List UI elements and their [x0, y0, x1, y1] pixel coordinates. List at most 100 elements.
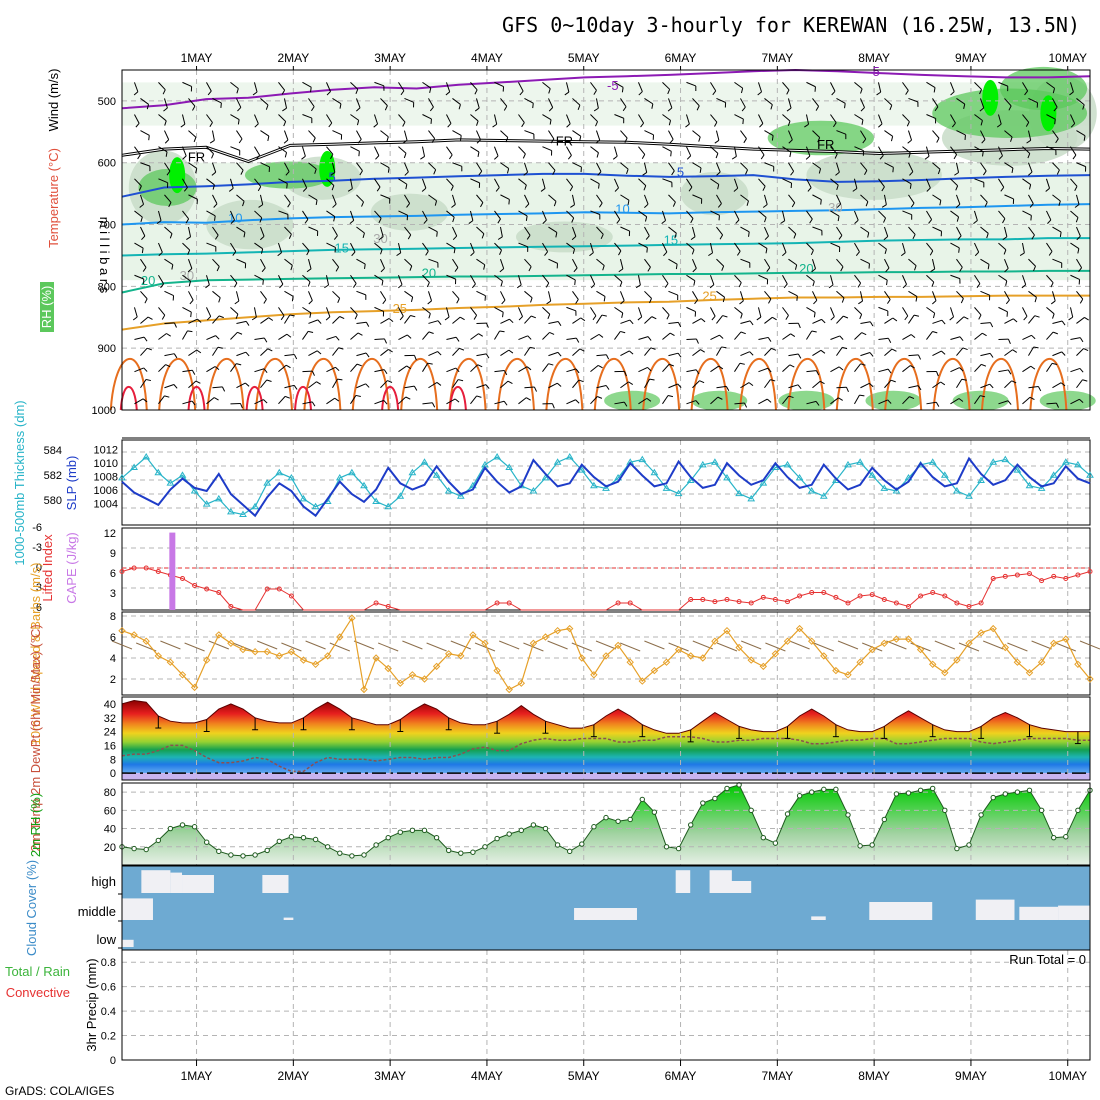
wind-barb: [350, 81, 359, 90]
wind-barb: [403, 130, 408, 141]
wind-barb-flag: [571, 217, 575, 223]
wind-speed-marker: [275, 652, 284, 660]
wind-speed-marker: [699, 654, 707, 662]
thickness-marker: [698, 460, 707, 468]
wind-barb: [590, 114, 598, 122]
wind-barb: [302, 114, 312, 119]
lifted-index-marker: [845, 600, 851, 606]
wind-speed-marker: [662, 658, 671, 666]
wind-barb-flag: [206, 316, 212, 321]
wind-barb: [782, 395, 790, 405]
wind-barb: [421, 146, 426, 157]
wind-barb: [854, 394, 860, 405]
wind-speed-marker: [565, 624, 574, 633]
wind-barb-flag: [284, 395, 291, 399]
wind-barb: [590, 307, 597, 317]
wind-barb: [356, 290, 366, 296]
wind-barb-flag: [410, 314, 416, 318]
wind-barb-flag: [267, 348, 273, 352]
wind-barb: [613, 146, 618, 157]
wind-barb: [782, 333, 791, 340]
thickness-marker: [348, 468, 356, 476]
wind-barb-flag: [162, 89, 166, 95]
wind-barb: [902, 178, 912, 185]
wind-barb-flag: [1084, 317, 1089, 321]
wind-barb: [373, 114, 379, 125]
wind-barb: [260, 379, 268, 389]
wind-barb: [830, 366, 840, 373]
wind-barb: [1070, 146, 1077, 156]
wind-barb: [950, 336, 961, 341]
wind-barb-flag: [508, 199, 510, 205]
cloud-segment: [141, 870, 171, 893]
wind-barb: [1076, 226, 1081, 237]
wind-barb: [260, 162, 270, 168]
wind-barb-flag: [265, 104, 269, 110]
wind-barb: [278, 364, 287, 373]
wind-barb: [1028, 226, 1035, 236]
wind-barb-flag: [618, 250, 622, 256]
wind-barb: [542, 274, 550, 284]
wind-barb-flag: [887, 299, 891, 304]
wind-barb-flag: [207, 90, 212, 96]
wind-barb-flag: [719, 234, 724, 240]
wind-barb: [878, 242, 887, 250]
wind-barb: [230, 274, 238, 284]
lifted-index-marker: [930, 590, 936, 595]
wind-barb: [493, 146, 499, 157]
wind-barb: [589, 242, 594, 253]
wind-barb: [638, 178, 647, 186]
wind-barb: [733, 178, 739, 189]
wind-speed-marker: [251, 647, 259, 656]
wind-barb-flag: [503, 370, 508, 376]
wind-barb: [140, 379, 147, 389]
wind-barb: [758, 242, 768, 249]
wind-barb: [188, 194, 198, 200]
wind-barb: [206, 307, 212, 317]
chart-title: GFS 0~10day 3-hourly for KEREWAN (16.25W…: [502, 13, 1080, 37]
wind-speed-marker: [553, 626, 562, 635]
rh-marker: [325, 844, 331, 850]
wind-barb: [812, 162, 821, 170]
dewpoint-line: [121, 736, 1090, 773]
wind-barb: [428, 98, 434, 108]
wind-barb: [374, 178, 381, 188]
wind-barb: [782, 146, 792, 153]
wind-barb: [1004, 349, 1013, 357]
wind-barb: [476, 162, 483, 172]
thickness-marker: [275, 468, 284, 476]
wind-barb: [494, 210, 501, 220]
wind-barb: [812, 226, 823, 231]
wind-barb: [571, 194, 576, 205]
wind-barb: [620, 226, 630, 232]
wind-barb-flag: [413, 385, 418, 391]
wind-barb-flag: [737, 251, 741, 256]
wind-speed-marker: [227, 639, 235, 648]
wind-barb: [253, 82, 258, 93]
warm-contour: [787, 357, 826, 411]
wind-barb: [710, 178, 720, 185]
rh-marker: [772, 840, 779, 846]
wind-barb-flag: [1050, 282, 1054, 288]
wind-barb: [308, 194, 318, 201]
wind-barb: [547, 291, 552, 302]
wind-barb: [956, 347, 964, 356]
wind-barb: [326, 397, 336, 405]
wind-barb-flag: [811, 268, 816, 273]
wind-barb-flag: [949, 316, 954, 321]
wind-barb: [470, 178, 480, 184]
wind-barb: [500, 194, 510, 200]
wind-barb-flag: [1007, 369, 1012, 375]
wind-barb-flag: [476, 395, 482, 398]
rh-marker: [216, 848, 222, 855]
wind-barb: [284, 162, 290, 172]
wind-barb: [1028, 97, 1038, 104]
wind-barb-flag: [858, 300, 863, 305]
wind-barb: [668, 383, 678, 389]
wind-barb-flag: [986, 233, 989, 239]
wind-barb-flag: [525, 215, 528, 221]
wind-barb: [134, 367, 144, 373]
wind-barb: [956, 98, 966, 105]
wind-speed-marker: [348, 614, 356, 622]
wind-barb: [860, 321, 871, 324]
